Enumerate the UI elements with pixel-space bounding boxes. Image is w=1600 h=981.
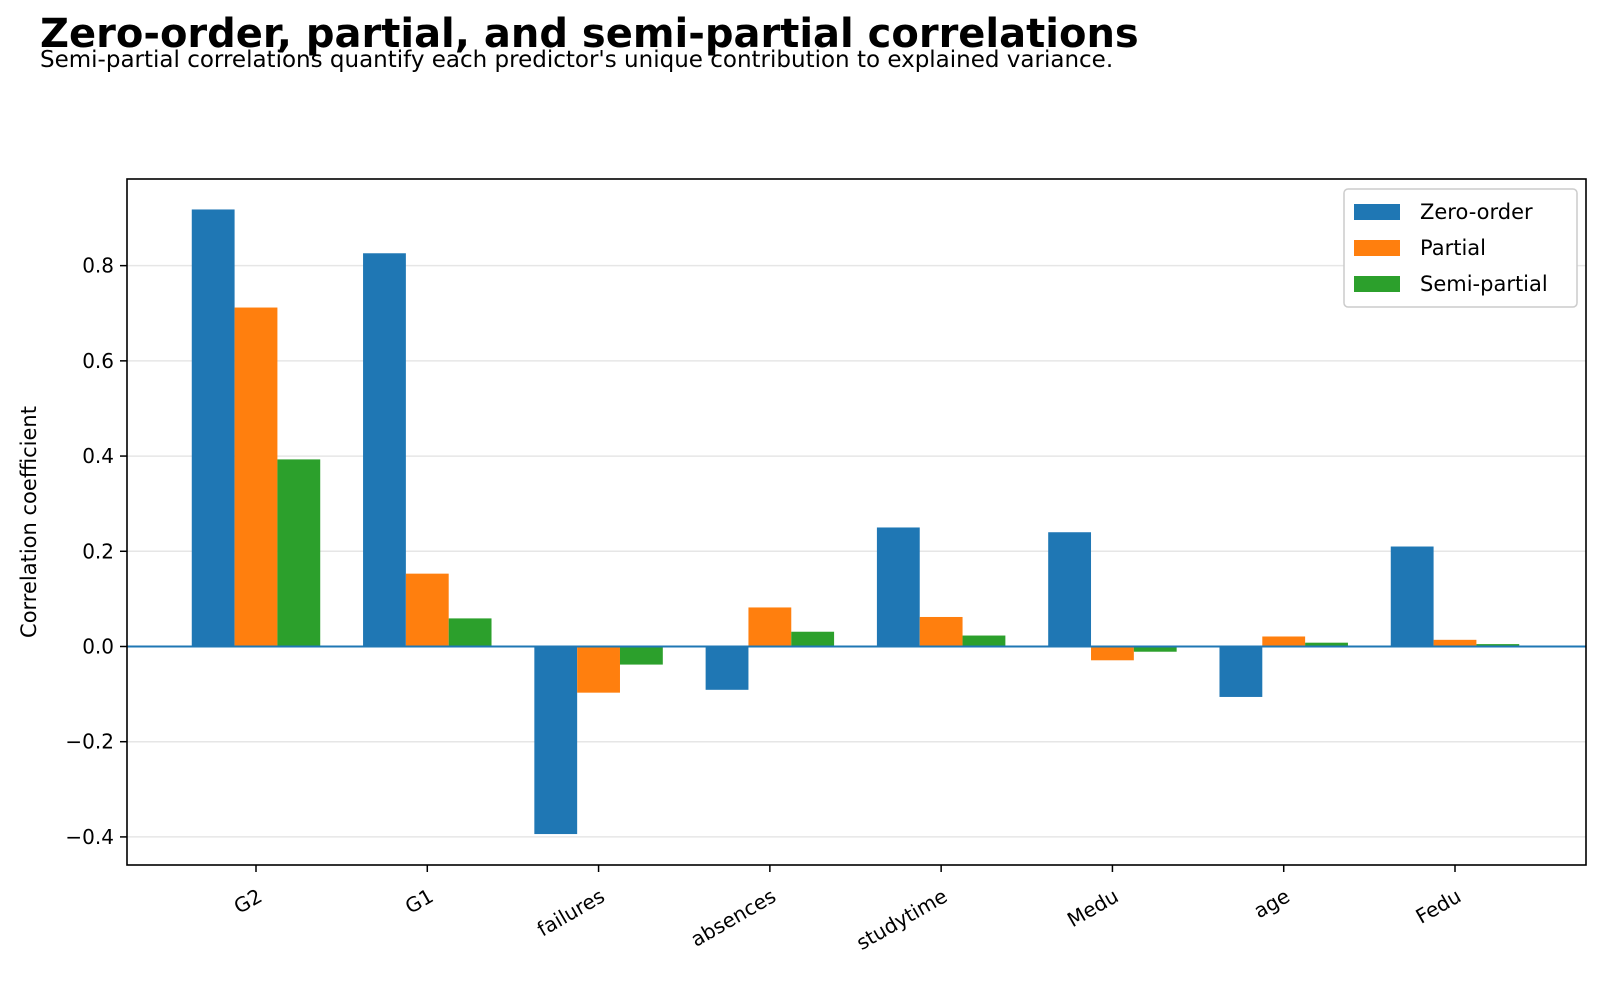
legend: Zero-order Partial Semi-partial	[1343, 188, 1578, 308]
bar-partial-g2	[234, 307, 278, 647]
plot-frame	[126, 178, 1587, 866]
x-tick-label: Medu	[1063, 884, 1123, 932]
x-tick-label: G1	[401, 884, 437, 919]
legend-swatch	[1354, 240, 1400, 256]
y-tick-label: −0.4	[65, 825, 114, 849]
y-tick-label: 0.6	[82, 349, 114, 373]
legend-label: Zero-order	[1420, 200, 1533, 224]
bar-semi-partial-age	[1305, 642, 1348, 647]
y-axis-title: Correlation coefficient	[17, 406, 41, 638]
x-tick-label: absences	[686, 884, 779, 952]
bar-semi-partial-fedu	[1476, 644, 1520, 647]
bar-partial-medu	[1091, 646, 1134, 661]
y-tick-label: 0.0	[82, 634, 114, 658]
y-tick-label: −0.2	[65, 730, 114, 754]
y-axis: −0.4 −0.2 0.0 0.2 0.4 0.6 0.8	[65, 254, 127, 849]
x-axis: G2 G1 failures absences studytime Medu age Fedu	[230, 865, 1465, 955]
bar-semi-partial-studytime	[962, 635, 1006, 647]
legend-label: Partial	[1420, 236, 1486, 260]
legend-swatch	[1354, 276, 1400, 292]
bar-zero-order-studytime	[876, 527, 920, 647]
bar-zero-order-fedu	[1390, 546, 1434, 647]
bar-semi-partial-failures	[619, 646, 663, 665]
chart-title: Zero-order, partial, and semi-partial co…	[40, 11, 1139, 57]
bar-zero-order-age	[1219, 646, 1263, 697]
bar-semi-partial-g2	[277, 459, 321, 647]
bar-partial-g1	[405, 573, 449, 647]
bar-semi-partial-absences	[791, 631, 835, 647]
bar-partial-failures	[577, 646, 620, 693]
bars	[191, 209, 1520, 835]
bar-zero-order-g2	[191, 209, 235, 647]
x-tick-label: G2	[230, 884, 266, 919]
bar-partial-absences	[748, 607, 792, 647]
legend-label: Semi-partial	[1420, 272, 1548, 296]
bar-partial-fedu	[1433, 639, 1477, 647]
bar-zero-order-absences	[705, 646, 749, 690]
bar-zero-order-failures	[534, 646, 578, 835]
legend-box	[1343, 188, 1578, 308]
bar-semi-partial-medu	[1133, 646, 1177, 652]
x-tick-label: Fedu	[1411, 884, 1465, 929]
y-tick-label: 0.4	[82, 444, 114, 468]
y-tick-label: 0.8	[82, 254, 114, 278]
bar-semi-partial-g1	[448, 618, 492, 647]
chart-subtitle: Semi-partial correlations quantify each …	[40, 47, 1114, 73]
bar-zero-order-g1	[363, 253, 406, 647]
bar-partial-studytime	[919, 616, 963, 647]
grid-lines	[127, 264, 1586, 838]
x-tick-label: studytime	[852, 884, 951, 955]
x-tick-label: failures	[533, 884, 609, 942]
legend-swatch	[1354, 204, 1400, 220]
bar-partial-age	[1262, 636, 1306, 647]
y-tick-label: 0.2	[82, 539, 114, 563]
bar-zero-order-medu	[1048, 532, 1092, 647]
x-tick-label: age	[1250, 884, 1294, 923]
